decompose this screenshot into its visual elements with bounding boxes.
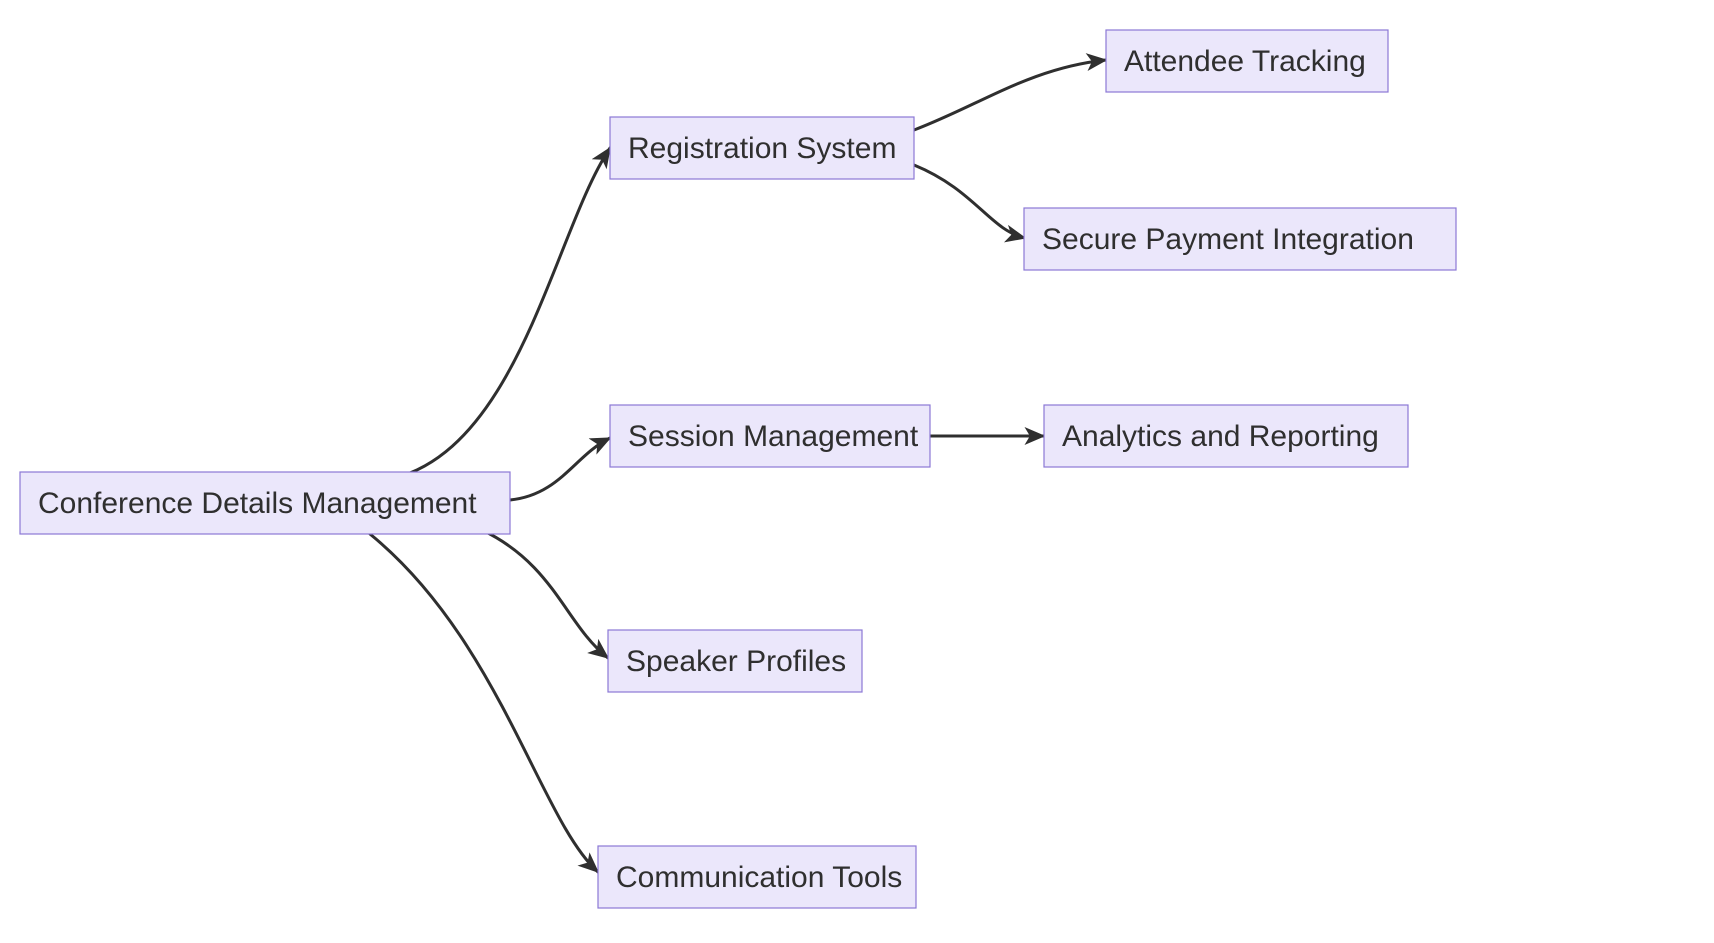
edge-reg-to-pay xyxy=(914,165,1025,238)
node-pay-label: Secure Payment Integration xyxy=(1042,223,1414,256)
node-att-label: Attendee Tracking xyxy=(1124,45,1366,78)
edge-root-to-reg xyxy=(395,148,610,478)
node-comm: Communication Tools xyxy=(598,846,916,908)
node-pay: Secure Payment Integration xyxy=(1024,208,1456,270)
node-spk: Speaker Profiles xyxy=(608,630,862,692)
node-reg-label: Registration System xyxy=(628,132,896,165)
edge-root-to-spk xyxy=(482,530,608,658)
node-root-label: Conference Details Management xyxy=(38,487,477,520)
node-reg: Registration System xyxy=(610,117,914,179)
node-anal-label: Analytics and Reporting xyxy=(1062,420,1379,453)
edge-root-to-sess xyxy=(510,438,610,500)
edge-reg-to-att xyxy=(914,60,1106,130)
node-root: Conference Details Management xyxy=(20,472,510,534)
node-sess-label: Session Management xyxy=(628,420,919,453)
node-comm-label: Communication Tools xyxy=(616,861,902,894)
node-spk-label: Speaker Profiles xyxy=(626,645,846,678)
node-anal: Analytics and Reporting xyxy=(1044,405,1408,467)
node-att: Attendee Tracking xyxy=(1106,30,1388,92)
nodes-layer: Conference Details Management Registratio… xyxy=(20,30,1456,908)
node-sess: Session Management xyxy=(610,405,930,467)
flowchart-canvas: Conference Details Management Registratio… xyxy=(0,0,1714,943)
edge-root-to-comm xyxy=(370,534,598,872)
